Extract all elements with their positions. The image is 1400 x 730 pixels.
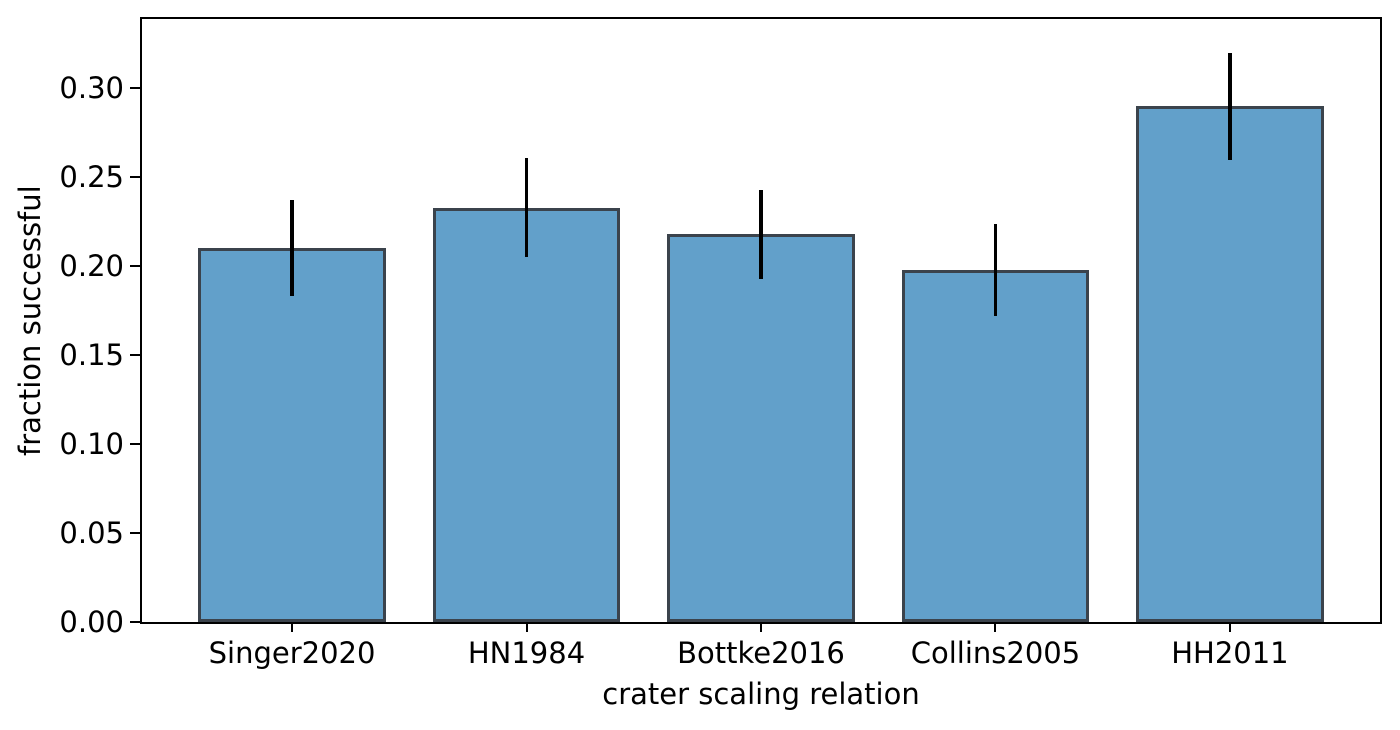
y-tick-mark [130,354,140,357]
error-bar-Singer2020 [290,200,294,297]
x-tick-label-HN1984: HN1984 [467,636,586,670]
bar-HN1984 [432,207,621,622]
x-axis-label: crater scaling relation [602,677,920,711]
error-bar-Collins2005 [993,223,998,317]
bar-Singer2020 [198,248,386,622]
error-bar-HN1984 [524,157,529,258]
plot-area [142,19,1380,622]
y-tick-label: 0.10 [59,427,124,462]
y-tick-mark [130,621,140,623]
bar-Bottke2016 [667,234,855,622]
y-tick-mark [130,176,140,179]
x-tick-mark [1228,622,1231,632]
y-tick-label: 0.05 [59,516,124,551]
x-tick-label-Bottke2016: Bottke2016 [677,636,845,670]
y-tick-mark [130,87,140,90]
x-tick-label-HH2011: HH2011 [1171,636,1289,670]
x-tick-mark [994,622,997,632]
y-tick-label: 0.20 [59,249,124,284]
bar-Collins2005 [901,269,1090,622]
y-tick-mark [130,443,140,446]
error-bar-HH2011 [1228,52,1232,160]
x-tick-mark [291,622,294,632]
y-tick-label: 0.00 [59,605,124,639]
y-tick-label: 0.15 [59,338,124,373]
error-bar-Bottke2016 [759,189,763,279]
y-tick-mark [130,532,140,535]
y-tick-mark [130,265,140,268]
x-tick-label-Singer2020: Singer2020 [208,636,376,670]
y-tick-label: 0.25 [59,160,124,195]
x-tick-mark [525,622,528,632]
x-tick-label-Collins2005: Collins2005 [910,636,1081,670]
bar-HH2011 [1136,106,1324,622]
x-tick-mark [760,622,762,632]
y-tick-label: 0.30 [59,71,124,106]
